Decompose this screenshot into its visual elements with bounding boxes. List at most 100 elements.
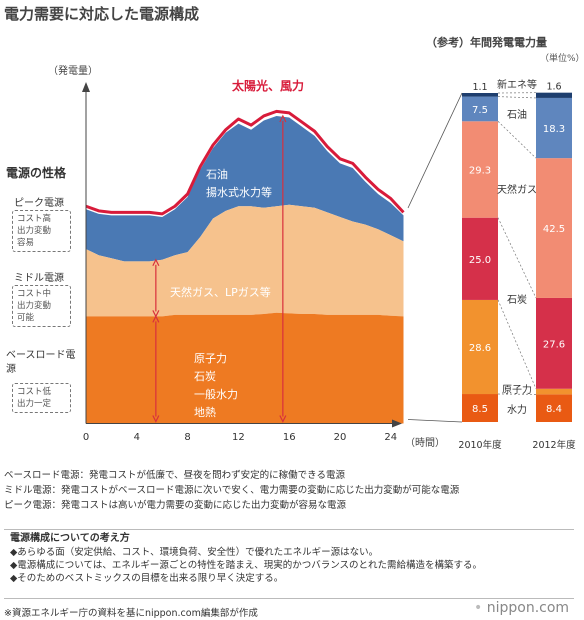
- x-tick-label: 20: [334, 432, 347, 443]
- bar-value-label: 8.4: [546, 404, 562, 415]
- baseload-note-box: コスト低 出力一定: [12, 383, 71, 413]
- base-range-arrow-head-icon: [152, 315, 160, 323]
- baseload-category-title: ベースロード電源: [6, 350, 76, 375]
- brand-name: nippon.com: [486, 600, 570, 616]
- bar-connector-line: [497, 121, 537, 159]
- peak-range-arrow-head-icon: [279, 415, 287, 423]
- annual-generation-bar-chart: 8.528.625.029.37.51.12010年度8.41.727.642.…: [458, 82, 576, 451]
- bar-value-label: 7.5: [472, 105, 488, 116]
- baseload-note-line: 出力一定: [17, 399, 52, 409]
- bar-value-label: 42.5: [543, 224, 565, 235]
- peak-note-line: 出力変動: [17, 226, 52, 236]
- bar-category-label: 2012年度: [532, 439, 576, 451]
- renewable-label: 太陽光、風力: [232, 78, 304, 93]
- policy-item: ◆あらゆる面（安定供給、コスト、環境負荷、安全性）で優れたエネルギー源はない。: [10, 547, 379, 558]
- bar-series-label: 水力: [507, 403, 527, 416]
- bar-segment-oil: [536, 97, 572, 159]
- source-note: ※資源エネルギー庁の資料を基にnippon.com編集部が作成: [4, 608, 258, 619]
- peak-area: [86, 115, 404, 262]
- bar-value-label: 18.3: [543, 124, 565, 135]
- unit-label: （単位%）: [540, 54, 584, 64]
- peak-label: 揚水式水力等: [206, 185, 272, 199]
- peak-definition: ピーク電源：発電コストは高いが電力需要の変動に応じた出力変動が容易な電源: [4, 500, 347, 511]
- bar-segment-nuclear: [462, 299, 498, 395]
- zoom-connector-line: [407, 419, 463, 423]
- renewable-line: [85, 109, 405, 216]
- bar-segment-nuclear: [536, 388, 572, 395]
- x-axis-arrow-icon: [392, 419, 402, 428]
- bar-segment-hydro: [462, 394, 498, 422]
- bar-segment-gas: [536, 158, 572, 298]
- middle-definition: ミドル電源：発電コストがベースロード電源に次いで安く、電力需要の変動に応じた出力…: [4, 485, 460, 496]
- base-label: 地熱: [194, 406, 216, 419]
- middle-note-line: 可能: [17, 313, 35, 323]
- legend-definitions: ベースロード電源：発電コストが低廉で、昼夜を問わず安定的に稼働できる電源 ミドル…: [4, 468, 459, 513]
- brand-logo: • nippon.com: [474, 600, 569, 616]
- policy-box: 電源構成についての考え方 ◆あらゆる面（安定供給、コスト、環境負荷、安全性）で優…: [4, 529, 574, 599]
- bar-value-label: 8.5: [472, 404, 488, 415]
- bar-value-label: 28.6: [469, 343, 491, 354]
- peak-label: 石油: [206, 167, 228, 181]
- bar-value-label: 29.3: [469, 165, 491, 176]
- x-tick-label: 12: [232, 432, 245, 443]
- base-label: 原子力: [194, 352, 227, 365]
- bar-segment-coal: [462, 217, 498, 300]
- bar-segment-oil: [462, 96, 498, 122]
- base-label: 一般水力: [194, 388, 238, 401]
- brand-dots-icon: •: [474, 600, 483, 616]
- peak-range-arrow-head-icon: [279, 114, 287, 123]
- x-tick-label: 16: [283, 432, 296, 443]
- middle-note-line: コスト中: [17, 289, 52, 299]
- middle-note-line: 出力変動: [17, 301, 52, 311]
- bar-series-label: 天然ガス: [497, 183, 537, 196]
- bar-segment-hydro: [536, 394, 572, 422]
- middle-category-title: ミドル電源: [14, 273, 64, 284]
- zoom-connector-line: [407, 92, 463, 209]
- bar-connector-lines: 水力 原子力 石炭 天然ガス 石油 新エネ等: [407, 78, 537, 423]
- bar-connector-line: [497, 96, 537, 99]
- bar-connector-line: [497, 299, 537, 389]
- bar-connector-line: [497, 217, 537, 299]
- peak-note-line: コスト高: [17, 214, 52, 224]
- policy-item: ◆電源構成については、エネルギー源ごとの特性を踏まえ、現実的かつバランスのとれた…: [10, 560, 483, 571]
- policy-title: 電源構成についての考え方: [10, 533, 130, 544]
- middle-label: 天然ガス、LPガス等: [170, 285, 271, 299]
- base-range-arrow-head-icon: [152, 415, 160, 423]
- bar-segment-gas: [462, 121, 498, 218]
- x-tick-label: 8: [184, 432, 190, 443]
- y-axis-label: （発電量）: [48, 64, 98, 77]
- bar-series-label: 新エネ等: [497, 78, 537, 91]
- bar-value-label: 1.1: [472, 82, 487, 93]
- bar-value-label: 27.6: [543, 339, 565, 350]
- bar-series-label: 石油: [507, 108, 527, 121]
- y-axis-arrow-icon: [82, 82, 90, 92]
- x-tick-label: 4: [134, 432, 140, 443]
- middle-note-box: コスト中 出力変動 可能: [12, 285, 71, 327]
- bar-category-label: 2010年度: [458, 439, 502, 451]
- baseload-note-line: コスト低: [17, 387, 52, 397]
- baseload-definition: ベースロード電源：発電コストが低廉で、昼夜を問わず安定的に稼働できる電源: [4, 470, 345, 481]
- peak-category-title: ピーク電源: [14, 198, 64, 209]
- base-area: [86, 312, 404, 424]
- peak-note-line: 容易: [17, 238, 35, 248]
- x-tick-label: 0: [83, 432, 89, 443]
- bar-value-label: 1.6: [546, 82, 561, 93]
- bar-value-label: 25.0: [469, 255, 491, 266]
- power-mix-chart: （発電量） （時間） 0 4 8 12 16 20 24 太陽光、風力石油揚水式水力等天然ガス、L…: [48, 64, 576, 451]
- bar-series-label: 原子力: [502, 383, 532, 396]
- middle-range-arrow-head-icon: [152, 258, 160, 267]
- bar-series-label: 石炭: [507, 294, 527, 306]
- reference-title: （参考）年間発電電力量: [426, 36, 547, 49]
- bar-segment-newenergy: [536, 92, 572, 98]
- page-title: 電力需要に対応した電源構成: [4, 5, 200, 23]
- bar-segment-coal: [536, 297, 572, 389]
- base-label: 石炭: [194, 370, 216, 383]
- x-tick-label: 24: [384, 432, 397, 443]
- power-nature-title: 電源の性格: [6, 166, 67, 180]
- middle-area: [86, 204, 404, 317]
- x-axis-label: （時間）: [405, 437, 445, 449]
- policy-item: ◆そのためのベストミックスの目標を出来る限り早く決定する。: [10, 573, 284, 584]
- peak-note-box: コスト高 出力変動 容易: [12, 210, 71, 252]
- daily-load-area-chart: （発電量） （時間） 0 4 8 12 16 20 24 太陽光、風力石油揚水式水力等天然ガス、L…: [48, 64, 445, 449]
- bar-segment-newenergy: [462, 93, 498, 97]
